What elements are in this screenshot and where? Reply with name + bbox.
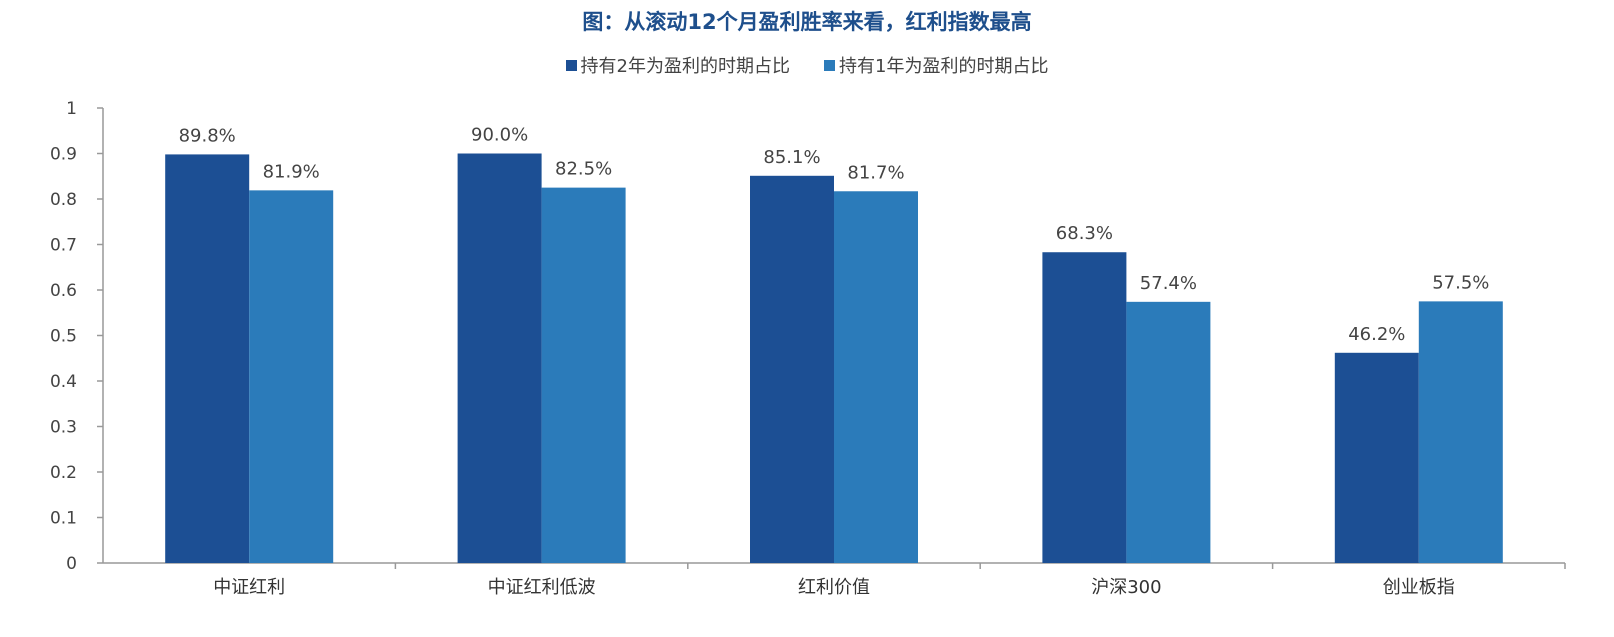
- y-tick-label: 0.5: [50, 327, 77, 347]
- bar-2y: [1042, 252, 1127, 564]
- y-tick-label: 0.1: [50, 509, 77, 529]
- data-label: 82.5%: [555, 159, 612, 180]
- data-label: 90.0%: [471, 125, 528, 146]
- bar-2y: [165, 154, 250, 563]
- y-tick-label: 0.9: [50, 145, 77, 165]
- bar-1y: [541, 187, 626, 563]
- bar-1y: [1126, 301, 1211, 563]
- chart-title: 图：从滚动12个月盈利胜率来看，红利指数最高: [582, 10, 1032, 34]
- bar-1y: [1418, 301, 1503, 563]
- bar-2y: [1334, 352, 1419, 563]
- y-tick-label: 0.4: [50, 372, 77, 392]
- legend-label-1y: 持有1年为盈利的时期占比: [839, 56, 1049, 77]
- y-tick-label: 1: [66, 99, 77, 119]
- bar-2y: [457, 153, 542, 563]
- bar-2y: [750, 175, 834, 564]
- legend: 持有2年为盈利的时期占比 持有1年为盈利的时期占比: [0, 52, 1614, 78]
- data-label: 57.4%: [1140, 273, 1197, 294]
- y-tick-label: 0.8: [50, 190, 77, 210]
- x-tick-label: 沪深300: [1091, 577, 1161, 598]
- x-tick-label: 中证红利: [213, 577, 285, 598]
- legend-item-2y: 持有2年为盈利的时期占比: [565, 52, 790, 78]
- legend-label-2y: 持有2年为盈利的时期占比: [580, 56, 790, 77]
- x-tick-label: 红利价值: [798, 577, 870, 598]
- y-tick-label: 0.6: [50, 281, 77, 301]
- bar-1y: [249, 190, 334, 564]
- data-label: 81.7%: [847, 162, 904, 183]
- data-label: 57.5%: [1432, 272, 1489, 293]
- y-tick-label: 0.3: [50, 418, 77, 438]
- y-tick-label: 0: [66, 554, 77, 574]
- legend-swatch-2y: [565, 59, 577, 71]
- data-label: 89.8%: [179, 125, 236, 146]
- x-tick-label: 创业板指: [1383, 577, 1455, 598]
- data-label: 46.2%: [1348, 324, 1405, 345]
- data-label: 68.3%: [1056, 223, 1113, 244]
- x-tick-label: 中证红利低波: [488, 577, 596, 598]
- legend-swatch-1y: [824, 59, 835, 71]
- y-tick-label: 0.7: [50, 236, 77, 256]
- data-label: 85.1%: [763, 147, 820, 168]
- bar-1y: [834, 191, 918, 563]
- legend-item-1y: 持有1年为盈利的时期占比: [824, 52, 1048, 78]
- y-tick-label: 0.2: [50, 463, 77, 483]
- data-label: 81.9%: [263, 161, 320, 182]
